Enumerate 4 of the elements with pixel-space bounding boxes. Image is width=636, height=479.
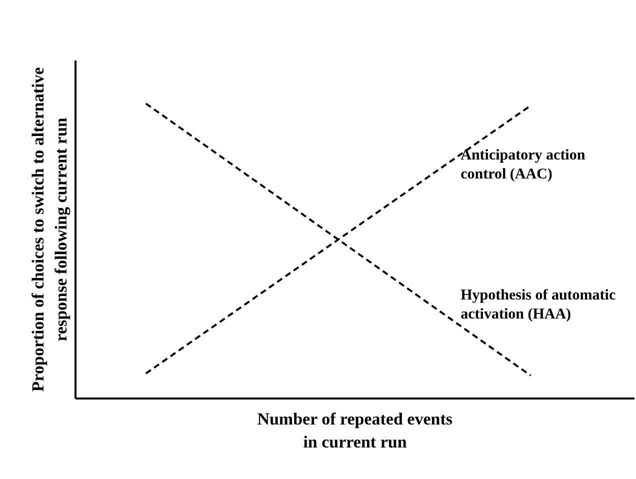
x-axis-title: Number of repeated events in current run bbox=[257, 410, 453, 452]
series-label: Anticipatory action control (AAC) bbox=[460, 148, 586, 183]
series-label: Hypothesis of automatic activation (HAA) bbox=[460, 287, 616, 322]
y-axis-title: Proportion of choices to switch to alternative response following current run bbox=[28, 66, 70, 392]
